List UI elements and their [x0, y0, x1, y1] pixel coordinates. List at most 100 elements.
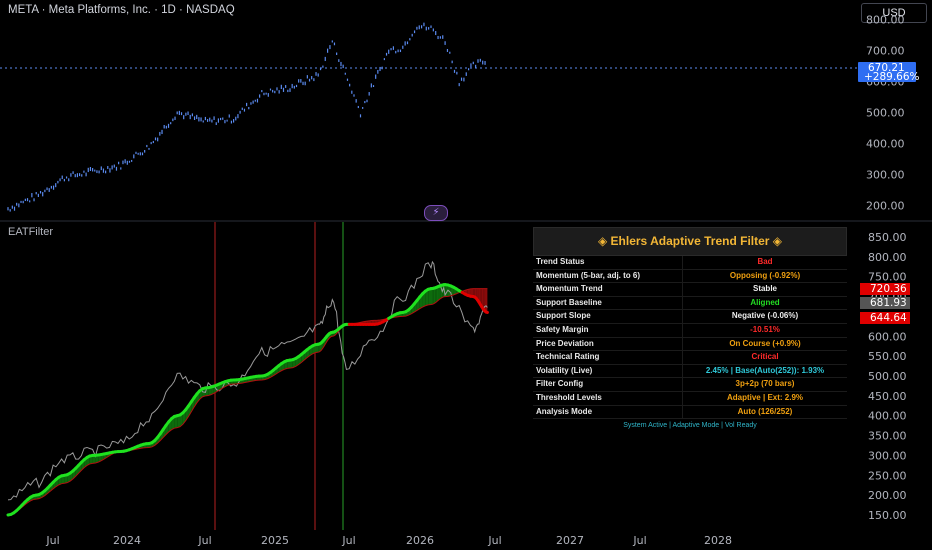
price-series — [7, 22, 486, 212]
row-label: Trend Status — [533, 256, 683, 269]
indicator-name[interactable]: EATFilter — [8, 226, 54, 238]
time-tick: 2024 — [113, 534, 141, 547]
last-price-box — [858, 62, 916, 82]
time-tick: Jul — [45, 534, 59, 547]
table-row: Support Slope Negative (-0.06%) — [533, 310, 847, 324]
table-footer: System Active | Adaptive Mode | Vol Read… — [623, 422, 757, 430]
upper-band-box — [860, 283, 910, 295]
time-tick: 2028 — [704, 534, 732, 547]
indicator-tick: 450.00 — [868, 390, 907, 403]
band-fill — [425, 289, 429, 306]
indicator-tick: 850.00 — [868, 231, 907, 244]
table-row: Volatility (Live) 2.45% | Base(Auto(252))… — [533, 364, 847, 379]
lower-band-box — [860, 312, 910, 324]
row-label: Volatility (Live) — [533, 364, 683, 378]
time-tick: 2026 — [406, 534, 434, 547]
filter-lines — [6, 260, 489, 517]
filter-value-box — [860, 297, 910, 309]
row-label: Threshold Levels — [533, 391, 683, 405]
time-tick: Jul — [341, 534, 355, 547]
time-tick: Jul — [487, 534, 501, 547]
indicator-tick: 800.00 — [868, 251, 907, 264]
time-tick: 2025 — [261, 534, 289, 547]
band-fill — [92, 455, 96, 464]
row-value: Negative (-0.06%) — [731, 311, 799, 321]
indicator-tick: 600.00 — [868, 330, 907, 343]
band-fill — [431, 288, 433, 305]
band-fill — [484, 288, 486, 313]
indicator-tick: 200.00 — [868, 489, 907, 502]
indicator-tick: 750.00 — [868, 271, 907, 284]
band-fill — [61, 475, 65, 484]
band-fill — [64, 474, 68, 484]
band-fill — [435, 287, 437, 303]
last-price-label: 670.21 — [868, 62, 905, 74]
table-title: ◈ Ehlers Adaptive Trend Filter ◈ — [533, 227, 847, 256]
time-tick: Jul — [632, 534, 646, 547]
band-fill — [287, 360, 290, 369]
row-value: Bad — [757, 257, 773, 266]
filter-fill — [8, 284, 488, 515]
row-label: Technical Rating — [533, 351, 683, 364]
indicator-axis: 850.00800.00750.00700.00650.00600.00550.… — [868, 231, 907, 522]
table-row: Momentum (5-bar, adj. to 6) Opposing (-0.… — [533, 269, 847, 284]
row-label: Price Deviation — [533, 337, 683, 351]
row-label: Support Baseline — [533, 296, 683, 310]
indicator-tick: 500.00 — [868, 370, 907, 383]
band-fill — [89, 455, 93, 464]
upper-band-label: 720.36 — [870, 283, 907, 295]
row-label: Momentum Trend — [533, 283, 683, 296]
indicator-tick: 350.00 — [868, 430, 907, 443]
row-value: Stable — [752, 284, 777, 294]
price-tick: 300.00 — [866, 169, 905, 182]
last-change-label: +289.66% — [864, 71, 920, 83]
row-label: Filter Config — [533, 378, 683, 391]
table-row: Momentum Trend Stable — [533, 283, 847, 297]
row-value: Adaptive | Ext: 2.9% — [726, 392, 804, 402]
currency-button[interactable]: USD — [861, 3, 927, 23]
time-axis: Jul 2024 Jul 2025 Jul 2026 Jul 2027 Jul 2028 — [45, 534, 732, 547]
band-fill — [177, 414, 181, 428]
raw-price-line — [7, 260, 488, 501]
price-tick: 400.00 — [866, 137, 905, 150]
row-value: Aligned — [750, 297, 780, 307]
band-fill — [470, 288, 474, 297]
band-fill — [180, 412, 183, 427]
indicator-tick: 150.00 — [868, 509, 907, 522]
band-fill — [208, 387, 212, 396]
band-fill — [483, 288, 485, 311]
table-row: Safety Margin -10.51% — [533, 323, 847, 338]
indicator-tick: 300.00 — [868, 449, 907, 462]
band-fill — [439, 285, 441, 300]
band-fill — [95, 455, 99, 464]
band-fill — [433, 287, 436, 304]
price-tick: 200.00 — [866, 200, 905, 213]
row-value: Opposing (-0.92%) — [729, 270, 801, 280]
slow-filter-line — [7, 288, 488, 516]
table-row: Technical Rating Critical — [533, 351, 847, 365]
price-axis: 800.00700.00600.00500.00400.00300.00200.… — [866, 13, 905, 212]
band-fill — [318, 343, 320, 353]
indicator-tick: 400.00 — [868, 410, 907, 423]
lightning-icon[interactable]: ⚡ — [424, 205, 448, 221]
table-row: Price Deviation On Course (+0.9%) — [533, 337, 847, 352]
stats-table: ◈ Ehlers Adaptive Trend Filter ◈ Trend S… — [533, 227, 847, 433]
indicator-tick: 250.00 — [868, 469, 907, 482]
table-row: Threshold Levels Adaptive | Ext: 2.9% — [533, 391, 847, 406]
table-row: Trend Status Bad — [533, 256, 847, 270]
time-tick: Jul — [197, 534, 211, 547]
table-row: Analysis Mode Auto (126/252) — [533, 405, 847, 420]
table-row: Support Baseline Aligned — [533, 296, 847, 311]
band-fill — [315, 344, 319, 353]
band-fill — [473, 288, 475, 298]
row-label: Support Slope — [533, 310, 683, 323]
row-label: Safety Margin — [533, 323, 683, 337]
table-row: Filter Config 3p+2p (70 bars) — [533, 378, 847, 392]
time-tick: 2027 — [556, 534, 584, 547]
row-label: Analysis Mode — [533, 405, 683, 419]
row-value: 3p+2p (70 bars) — [735, 379, 795, 389]
band-fill — [438, 286, 440, 301]
row-value: On Course (+0.9%) — [729, 338, 801, 348]
price-tick: 500.00 — [866, 106, 905, 119]
